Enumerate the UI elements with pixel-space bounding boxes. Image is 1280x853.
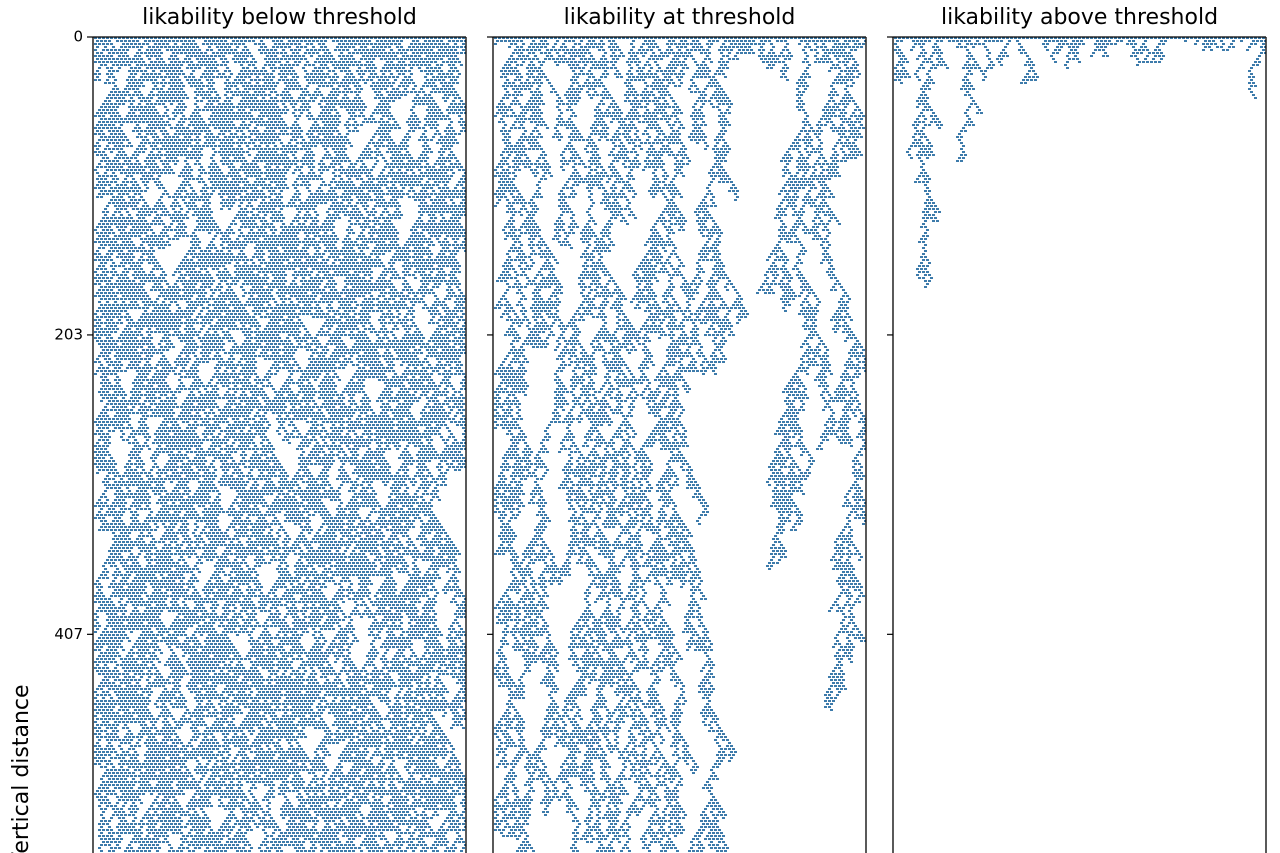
y-tick-label: 0 <box>73 28 83 46</box>
y-axis-label: Vertical distance <box>9 684 34 853</box>
cluster <box>894 37 1266 288</box>
panel-title: likability below threshold <box>142 5 417 30</box>
y-tick-label: 203 <box>54 325 83 343</box>
panel-title: likability at threshold <box>564 5 796 30</box>
cluster <box>494 37 866 853</box>
cluster <box>94 37 466 853</box>
y-tick-label: 407 <box>54 625 83 643</box>
panel-title: likability above threshold <box>941 5 1218 30</box>
